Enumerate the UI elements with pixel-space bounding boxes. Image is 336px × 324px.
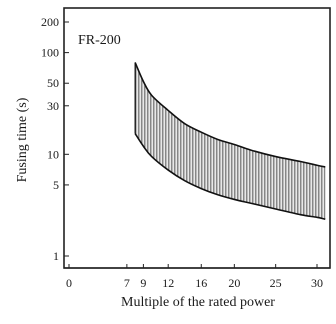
y-tick-label: 10 <box>47 147 59 161</box>
x-tick-label: 30 <box>311 276 323 290</box>
y-axis-label: Fusing time (s) <box>15 97 30 182</box>
x-tick-label: 0 <box>66 276 72 290</box>
upper-bound-line <box>134 62 326 168</box>
lower-bound-line <box>134 133 326 220</box>
x-tick-label: 7 <box>124 276 130 290</box>
y-tick-label: 100 <box>41 46 59 60</box>
y-tick-label: 30 <box>47 99 59 113</box>
axes: 0 7 9 12 16 20 25 30 1 5 10 30 50 100 200 <box>41 15 330 290</box>
x-tick-label: 12 <box>162 276 174 290</box>
x-tick-label: 25 <box>270 276 282 290</box>
chart-annotation: FR-200 <box>78 33 121 48</box>
x-axis-label: Multiple of the rated power <box>121 295 275 310</box>
y-tick-label: 50 <box>47 76 59 90</box>
y-tick-label: 1 <box>53 249 59 263</box>
fusing-time-band <box>134 62 326 220</box>
y-tick-label: 5 <box>53 178 59 192</box>
x-tick-label: 16 <box>195 276 207 290</box>
x-tick-label: 20 <box>228 276 240 290</box>
x-tick-label: 9 <box>140 276 146 290</box>
band-area <box>135 62 326 220</box>
y-tick-label: 200 <box>41 15 59 29</box>
